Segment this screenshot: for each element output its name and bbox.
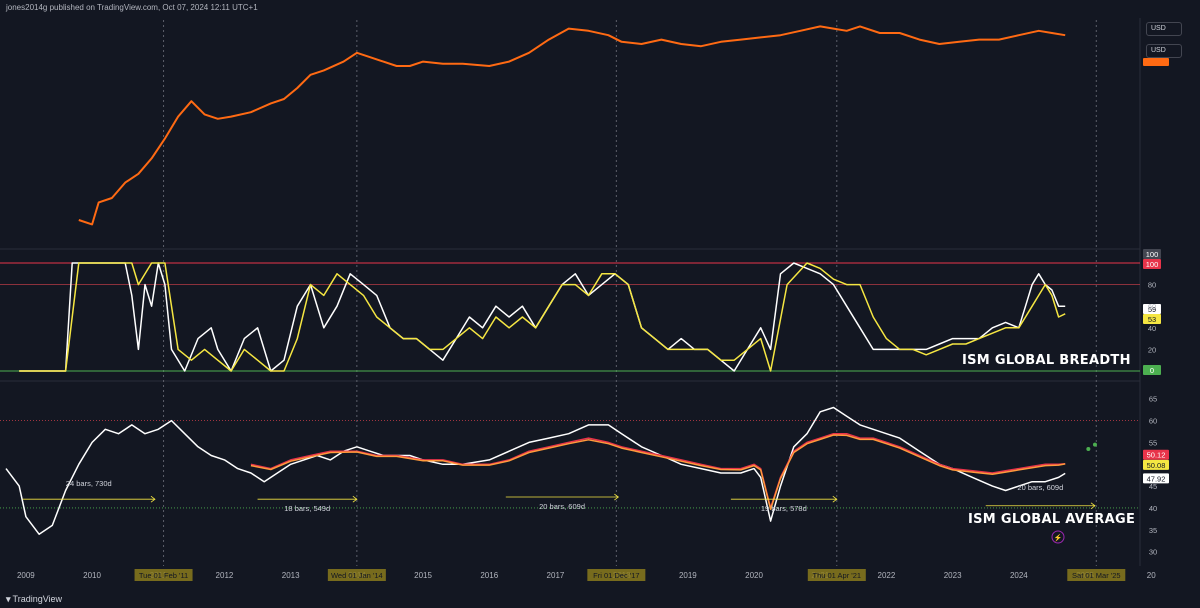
cycle-annotation-label: 24 bars, 730d [66,479,112,488]
x-axis-date-label: Fri 01 Dec '17 [593,571,639,580]
x-axis-year-label: 2017 [547,571,565,580]
tradingview-logo-text: TradingView [12,594,63,604]
x-axis-year-label: 2009 [17,571,35,580]
cycle-arrow-head [614,493,620,501]
average-tick-label: 35 [1149,526,1157,535]
cycle-annotation-label: 18 bars, 549d [284,504,330,513]
breadth-tick-label: 80 [1148,281,1156,290]
average-value-badge [1143,473,1169,484]
x-axis-date-label: Wed 01 Jan '14 [331,571,383,580]
breadth-value-badge [1143,314,1161,324]
average-tick-label: 55 [1149,438,1157,447]
cycle-annotation-label: 20 bars, 609d [539,502,585,511]
price-value-badge [1143,58,1169,66]
breadth-value-label: 0 [1150,366,1154,375]
breadth-tick-label: 60 [1148,302,1156,311]
x-axis-date-highlight [327,569,386,581]
average-value-label: 47.92 [1147,474,1166,483]
breadth-value-label: 100 [1146,260,1159,269]
price-series-line[interactable] [78,25,1066,226]
x-axis-year-label: 2022 [878,571,896,580]
average-red-line[interactable] [250,432,1066,509]
cycle-annotation-label: 20 bars, 609d [1017,483,1063,492]
tradingview-logo[interactable]: ▾ TradingView [6,594,62,605]
x-axis-year-label: 2019 [679,571,697,580]
average-value-label: 50.08 [1147,461,1166,470]
x-axis-date-label: Tue 01 Feb '11 [139,571,188,580]
average-value-label: 50.12 [1147,451,1166,460]
footer-bar [0,590,1200,608]
breadth-value-badge [1143,259,1161,269]
breadth-tick-label: 20 [1148,345,1156,354]
x-axis-year-label: 2016 [480,571,498,580]
average-white-line[interactable] [5,406,1066,535]
cycle-annotation-label: 19 bars, 578d [761,504,807,513]
currency-selector-top[interactable]: USD [1146,22,1182,36]
average-orange-line[interactable] [250,434,1066,511]
cycle-arrow-head [832,495,838,503]
breadth-value-badge [1143,249,1161,259]
x-axis-year-label: 2013 [282,571,300,580]
average-tick-label: 60 [1149,417,1157,426]
x-axis-year-label: 2012 [216,571,234,580]
forecast-dot [1092,442,1097,447]
x-axis-year-label: 20 [1147,571,1156,580]
x-axis-date-highlight [134,569,193,581]
x-axis-year-label: 2023 [944,571,962,580]
x-axis-date-highlight [587,569,646,581]
breadth-tick-label: 40 [1148,324,1156,333]
average-tick-label: 45 [1149,482,1157,491]
average-panel-title: ISM GLOBAL AVERAGE [968,512,1136,527]
x-axis-date-label: Thu 01 Apr '21 [813,571,862,580]
x-axis-date-highlight [1067,569,1126,581]
breadth-value-label: 53 [1148,315,1156,324]
breadth-value-badge [1143,304,1161,314]
average-tick-label: 40 [1149,504,1157,513]
cycle-arrow-head [1090,502,1096,510]
forecast-dot [1086,446,1091,451]
x-axis-year-label: 2024 [1010,571,1028,580]
breadth-value-badge [1143,365,1161,375]
tradingview-logo-icon: ▾ [6,594,10,604]
average-value-badge [1143,459,1169,470]
x-axis-date-highlight [807,569,866,581]
breadth-value-label: 100 [1146,250,1159,259]
publisher-info: jones2014g published on TradingView.com,… [6,3,258,12]
breadth-panel-title: ISM GLOBAL BREADTH [962,353,1131,368]
average-tick-label: 30 [1149,548,1157,557]
x-axis-year-label: 2010 [83,571,101,580]
x-axis-year-label: 2020 [745,571,763,580]
lightning-icon-glyph: ⚡ [1054,533,1063,542]
x-axis-year-label: 2015 [414,571,432,580]
x-axis-date-label: Sat 01 Mar '25 [1072,571,1121,580]
breadth-value-label: 59 [1148,305,1156,314]
average-tick-label: 65 [1149,395,1157,404]
cycle-arrow-head [352,495,358,503]
lightning-icon[interactable] [1051,530,1065,544]
average-value-badge [1143,449,1169,460]
currency-selector-second[interactable]: USD [1146,44,1182,58]
cycle-arrow-head [150,495,156,503]
breadth-yellow-line[interactable] [19,262,1066,372]
